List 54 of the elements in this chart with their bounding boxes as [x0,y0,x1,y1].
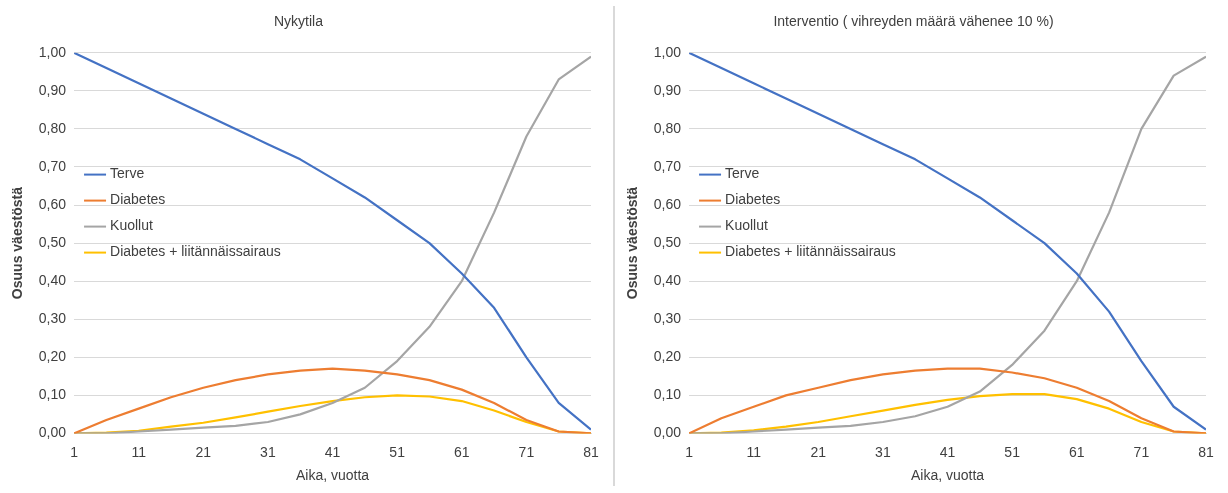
x-axis-title: Aika, vuotta [295,467,370,484]
x-tick-label: 61 [453,443,470,460]
legend-label: Diabetes + liitännäissairaus [110,243,281,260]
x-tick-label: 1 [685,443,694,460]
x-tick-label: 81 [1198,443,1214,460]
x-tick-label: 21 [195,443,212,460]
y-tick-label: 0,50 [653,233,682,250]
legend-label: Diabetes + liitännäissairaus [725,243,896,260]
legend-label: Diabetes [725,191,781,208]
legend-label: Diabetes [110,191,166,208]
x-tick-label: 1 [70,443,79,460]
x-tick-label: 51 [1004,443,1021,460]
x-tick-label: 71 [1133,443,1150,460]
x-tick-label: 71 [518,443,535,460]
y-tick-label: 0,10 [38,386,67,403]
x-tick-label: 51 [389,443,406,460]
y-tick-label: 0,10 [653,386,682,403]
x-tick-label: 11 [131,443,147,460]
y-tick-label: 1,00 [653,43,682,60]
y-tick-label: 0,40 [38,272,67,289]
legend-label: Kuollut [725,217,768,234]
y-tick-label: 0,80 [653,119,682,136]
y-tick-label: 0,00 [38,424,67,441]
x-tick-label: 21 [810,443,827,460]
y-tick-label: 0,50 [38,233,67,250]
y-tick-label: 1,00 [38,43,67,60]
y-tick-label: 0,80 [38,119,67,136]
y-tick-label: 0,70 [38,157,67,174]
legend-label: Terve [725,165,760,182]
chart-title: Nykytila [273,13,324,30]
y-axis-title: Osuus väestöstä [9,186,26,300]
x-tick-label: 41 [324,443,341,460]
x-tick-label: 61 [1068,443,1085,460]
x-tick-label: 31 [260,443,276,460]
y-tick-label: 0,00 [653,424,682,441]
legend-label: Terve [110,165,145,182]
x-tick-label: 41 [939,443,956,460]
x-axis-title: Aika, vuotta [910,467,985,484]
y-tick-label: 0,60 [653,195,682,212]
y-tick-label: 0,30 [38,310,67,327]
y-tick-label: 0,90 [38,81,67,98]
y-axis-title: Osuus väestöstä [624,186,641,300]
y-tick-label: 0,70 [653,157,682,174]
x-tick-label: 11 [746,443,762,460]
y-tick-label: 0,30 [653,310,682,327]
y-tick-label: 0,90 [653,81,682,98]
y-tick-label: 0,20 [38,348,67,365]
chart-title: Interventio ( vihreyden määrä vähenee 10 %) [773,13,1054,30]
y-tick-label: 0,40 [653,272,682,289]
legend-label: Kuollut [110,217,153,234]
x-tick-label: 81 [583,443,599,460]
x-tick-label: 31 [875,443,891,460]
y-tick-label: 0,20 [653,348,682,365]
y-tick-label: 0,60 [38,195,67,212]
